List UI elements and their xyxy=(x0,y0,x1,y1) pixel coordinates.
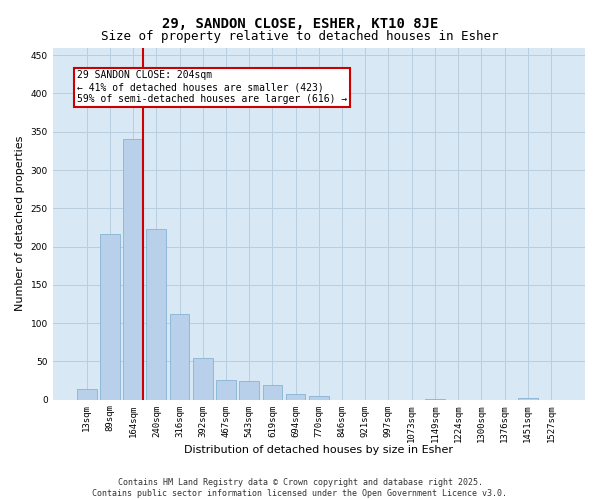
Bar xyxy=(239,380,259,400)
Bar xyxy=(146,229,166,400)
Bar xyxy=(286,394,305,400)
Bar xyxy=(425,399,445,400)
X-axis label: Distribution of detached houses by size in Esher: Distribution of detached houses by size … xyxy=(184,445,454,455)
Y-axis label: Number of detached properties: Number of detached properties xyxy=(15,136,25,312)
Bar xyxy=(170,314,190,400)
Text: Size of property relative to detached houses in Esher: Size of property relative to detached ho… xyxy=(101,30,499,43)
Bar xyxy=(216,380,236,400)
Bar xyxy=(77,389,97,400)
Text: Contains HM Land Registry data © Crown copyright and database right 2025.
Contai: Contains HM Land Registry data © Crown c… xyxy=(92,478,508,498)
Bar xyxy=(123,140,143,400)
Bar xyxy=(309,396,329,400)
Text: 29 SANDON CLOSE: 204sqm
← 41% of detached houses are smaller (423)
59% of semi-d: 29 SANDON CLOSE: 204sqm ← 41% of detache… xyxy=(77,70,347,104)
Bar xyxy=(193,358,212,400)
Bar xyxy=(263,385,282,400)
Bar xyxy=(100,234,120,400)
Text: 29, SANDON CLOSE, ESHER, KT10 8JE: 29, SANDON CLOSE, ESHER, KT10 8JE xyxy=(162,18,438,32)
Bar xyxy=(518,398,538,400)
